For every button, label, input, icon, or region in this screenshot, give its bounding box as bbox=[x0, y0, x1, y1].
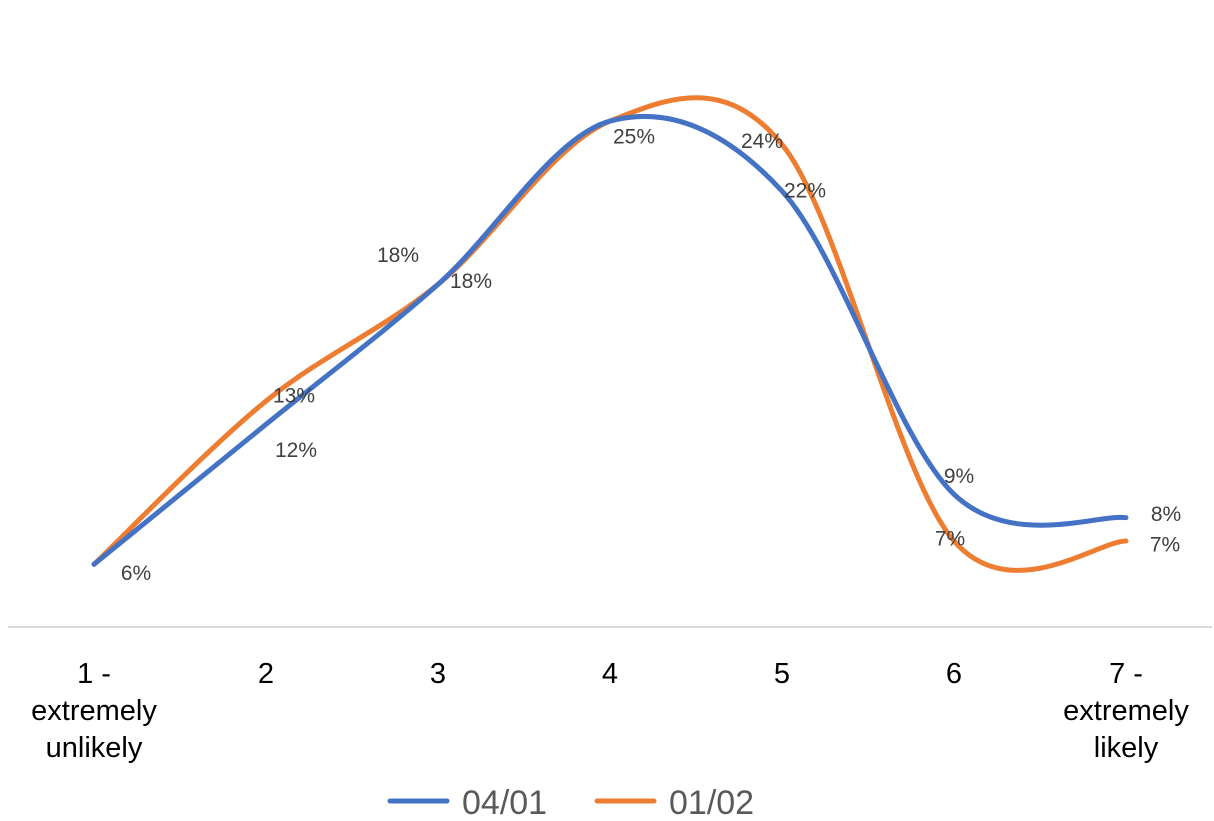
data-label-1-4: 24% bbox=[741, 130, 783, 153]
x-tick-labels: 1 -extremely unlikely 2 3 4 5 6 7 -extremely lik… bbox=[31, 658, 1189, 764]
data-label-0-6: 8% bbox=[1151, 503, 1181, 526]
series-line-0 bbox=[91, 113, 1129, 567]
data-label-1-2: 18% bbox=[377, 244, 419, 267]
data-label-0-3: 25% bbox=[613, 126, 655, 149]
x-tick-label-0: 1 -extremely unlikely bbox=[31, 658, 157, 764]
x-tick-label-3: 4 bbox=[602, 658, 618, 690]
x-tick-label-4: 5 bbox=[774, 658, 790, 690]
x-tick-label-5: 6 bbox=[946, 658, 962, 690]
data-label-1-1: 13% bbox=[273, 385, 315, 408]
x-tick-label-1: 2 bbox=[258, 658, 274, 690]
series-lines bbox=[91, 95, 1129, 573]
x-tick-label-6: 7 -extremely likely bbox=[1063, 658, 1189, 764]
data-label-0-2: 18% bbox=[450, 270, 492, 293]
data-labels: 6% 12% 18% 25% 22% 9% 8% 13% 18% 24% 7% 7% bbox=[121, 126, 1181, 585]
data-label-0-4: 22% bbox=[784, 180, 826, 203]
legend-label-1: 01/02 bbox=[669, 784, 754, 821]
data-label-0-5: 9% bbox=[944, 465, 974, 488]
data-label-1-5: 7% bbox=[935, 528, 965, 551]
data-label-1-6: 7% bbox=[1150, 534, 1180, 557]
x-tick-label-2: 3 bbox=[430, 658, 446, 690]
data-label-0-1: 12% bbox=[275, 439, 317, 462]
data-label-0-0: 6% bbox=[121, 562, 151, 585]
legend-label-0: 04/01 bbox=[462, 784, 547, 821]
legend: 04/01 01/02 bbox=[387, 784, 754, 821]
series-line-1 bbox=[91, 95, 1129, 573]
